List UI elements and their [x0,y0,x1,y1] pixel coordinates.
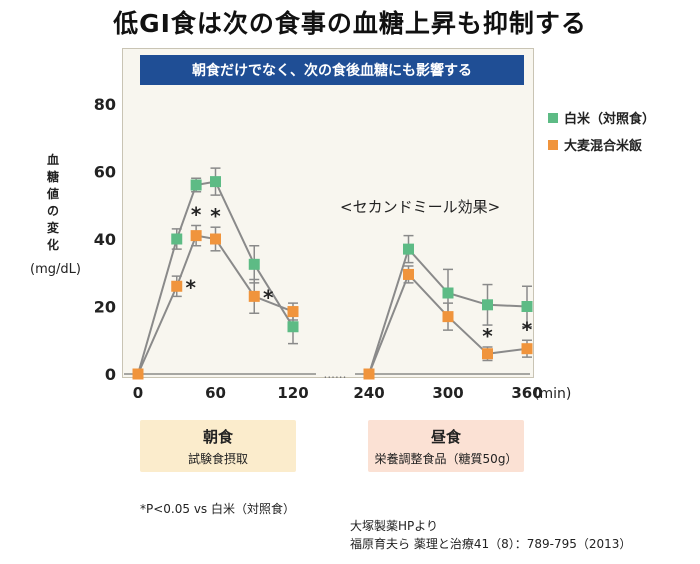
legend-label-barley-rice: 大麦混合米飯 [564,139,643,154]
source-citation: 大塚製薬HPより 福原育夫ら 薬理と治療41（8）：789-795（2013） [350,517,631,553]
data-point [363,368,375,380]
y-axis-label: 血糖値の変化 [46,153,59,252]
data-point [171,233,183,245]
x-axis-unit: (min) [534,386,571,402]
significance-mark: * [263,285,274,309]
source-line-1: 大塚製薬HPより [350,519,439,533]
y-tick-label: 80 [94,95,116,114]
data-point [248,290,260,302]
data-point [287,306,299,318]
page-title: 低GI食は次の食事の血糖上昇も抑制する [113,9,587,38]
data-point [482,299,493,311]
data-point [190,179,202,191]
data-point [248,258,260,270]
legend-item-white-rice: 白米（対照食） [548,108,655,127]
data-point [521,343,533,355]
x-tick-label: 0 [133,384,143,402]
data-point [403,243,414,255]
y-tick-label: 0 [105,365,116,384]
data-point [442,311,454,323]
meal-name-lunch: 昼食 [430,428,461,446]
legend-swatch-white-rice [548,112,558,123]
y-tick-label: 40 [94,230,116,249]
x-tick-label: 360 [511,384,542,402]
significance-mark: * [210,204,221,228]
x-tick-label: 60 [205,384,226,402]
data-point [521,301,533,312]
significance-mark: * [482,324,493,348]
series-line [137,180,294,375]
source-line-2: 福原育夫ら 薬理と治療41（8）：789-795（2013） [350,537,632,551]
x-axis-break: ...... [324,367,347,381]
meal-name-breakfast: 朝食 [202,428,233,446]
data-point [171,280,183,292]
x-tick-label: 300 [432,384,463,402]
y-tick-label: 20 [94,298,116,317]
second-meal-effect-annotation: <セカンドミール効果> [340,198,501,216]
data-point [442,287,454,299]
y-axis-unit: (mg/dL) [30,262,81,277]
data-point [210,233,221,245]
significance-mark: * [522,317,533,341]
legend-item-barley-rice: 大麦混合米飯 [548,135,655,154]
chart-frame [122,48,534,378]
x-tick-label: 240 [353,384,384,402]
legend-swatch-barley-rice [548,139,558,150]
significance-mark: * [191,203,202,227]
meal-desc-lunch: 栄養調整食品（糖質50g） [374,452,518,466]
data-point [210,176,221,188]
chart-subtitle-banner: 朝食だけでなく、次の食後血糖にも影響する [140,55,524,85]
data-point [287,321,299,333]
x-tick-label: 120 [277,384,308,402]
data-point [132,368,144,380]
data-point [190,230,202,242]
legend-label-white-rice: 白米（対照食） [564,112,656,127]
meal-box-lunch: 昼食 栄養調整食品（糖質50g） [368,420,524,472]
y-tick-label: 60 [94,163,116,182]
significance-mark: * [186,275,197,299]
data-point [482,348,493,360]
legend: 白米（対照食） 大麦混合米飯 [548,108,655,162]
meal-desc-breakfast: 試験食摂取 [187,452,248,466]
significance-footnote: *P<0.05 vs 白米（対照食） [140,502,295,516]
data-point [403,268,414,280]
meal-box-breakfast: 朝食 試験食摂取 [140,420,296,472]
series-line [137,234,294,375]
